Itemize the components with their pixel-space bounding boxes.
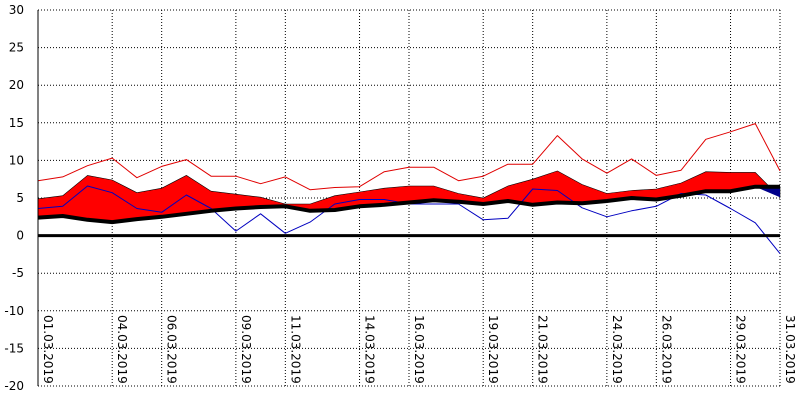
x-tick-label: 29.03.2019 [734, 315, 748, 384]
mean-line [37, 184, 780, 225]
x-tick-label: 19.03.2019 [486, 315, 500, 384]
x-tick-label: 26.03.2019 [659, 315, 673, 384]
grid [37, 9, 781, 387]
x-tick-label: 09.03.2019 [239, 315, 253, 384]
axes [37, 10, 780, 386]
x-tick-label: 14.03.2019 [363, 315, 377, 384]
y-tick-label: -15 [4, 341, 24, 355]
x-tick-label: 24.03.2019 [610, 315, 624, 384]
y-tick-label: -20 [4, 379, 24, 393]
tick-labels: 30 25 20 15 10 5 0 -5 -10 -15 -20 01.03.2019 04.03.2… [4, 3, 797, 393]
y-tick-label: 10 [9, 153, 24, 167]
y-tick-label: 25 [9, 41, 24, 55]
y-tick-label: 15 [9, 116, 24, 130]
y-tick-label: 5 [16, 191, 24, 205]
x-tick-label: 01.03.2019 [41, 315, 55, 384]
x-tick-label: 21.03.2019 [536, 315, 550, 384]
x-tick-label: 31.03.2019 [783, 315, 797, 384]
x-tick-label: 11.03.2019 [288, 315, 302, 384]
series-lines [37, 123, 781, 254]
x-tick-label: 04.03.2019 [115, 315, 129, 384]
max-line [37, 123, 781, 191]
x-tick-label: 16.03.2019 [412, 315, 426, 384]
y-tick-label: -5 [12, 266, 24, 280]
y-tick-label: -10 [4, 304, 24, 318]
y-tick-label: 20 [9, 78, 24, 92]
y-tick-label: 30 [9, 3, 24, 17]
x-tick-label: 06.03.2019 [165, 315, 179, 384]
y-tick-label: 0 [16, 229, 24, 243]
below-band-area [755, 186, 780, 198]
